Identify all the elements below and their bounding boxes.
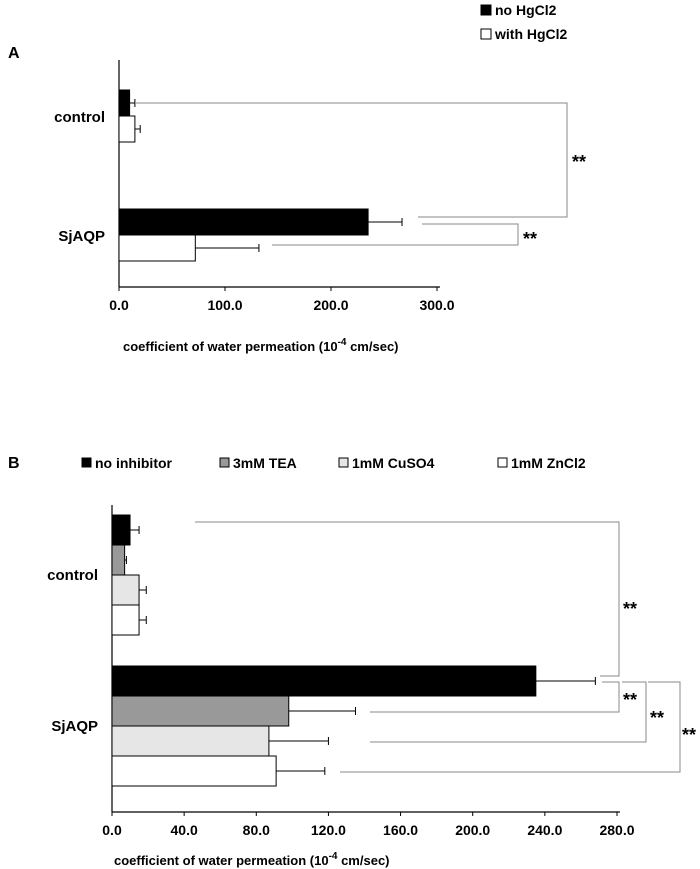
sig-bracket-a-0 — [136, 102, 568, 218]
panel-a-letter: A — [8, 45, 20, 62]
legend-b-swatch-0 — [81, 457, 92, 468]
xlabel-b-superscript: -4 — [329, 851, 338, 862]
sig-star-b-3: ** — [682, 725, 696, 745]
legend-b-swatch-2 — [338, 457, 349, 468]
xlabel-a-tail: cm/sec) — [346, 339, 398, 354]
bar-1-0-0 — [111, 514, 131, 546]
legend-a-swatch-0 — [480, 4, 492, 16]
sig-bracket-b-2 — [370, 681, 647, 743]
xtick-label-1-3: 120.0 — [311, 822, 346, 838]
bar-0-1-0 — [118, 208, 369, 236]
xtick-label-1-2: 80.0 — [243, 822, 270, 838]
legend-b-swatch-1 — [219, 457, 230, 468]
xtick-label-1-1: 40.0 — [171, 822, 198, 838]
category-b-0: control — [47, 567, 98, 584]
legend-b-swatch-3 — [497, 457, 508, 468]
sig-bracket-b-1 — [370, 681, 620, 713]
legend-a-label-1: with HgCl2 — [494, 26, 568, 42]
xtick-label-1-5: 200.0 — [455, 822, 490, 838]
xlabel-b-tail: cm/sec) — [337, 853, 389, 868]
bar-1-0-2 — [111, 574, 140, 606]
xtick-label-0-0: 0.0 — [109, 297, 129, 313]
sig-star-b-0: ** — [623, 599, 637, 619]
xlabel-a-superscript: -4 — [338, 337, 347, 348]
xtick-label-0-2: 200.0 — [313, 297, 348, 313]
xtick-label-0-3: 300.0 — [419, 297, 454, 313]
bar-0-0-0 — [118, 89, 131, 117]
xtick-label-1-6: 240.0 — [527, 822, 562, 838]
sig-star-b-1: ** — [623, 690, 637, 710]
sig-bracket-a-1 — [272, 223, 519, 246]
legend-b-label-1: 3mM TEA — [233, 455, 297, 471]
xtick-label-1-7: 280.0 — [599, 822, 634, 838]
bar-1-1-3 — [111, 755, 277, 787]
xtick-label-0-1: 100.0 — [207, 297, 242, 313]
bar-1-0-3 — [111, 604, 140, 636]
bar-1-0-1 — [111, 544, 126, 576]
sig-star-a-1: ** — [523, 229, 537, 249]
legend-b-label-0: no inhibitor — [95, 455, 173, 471]
sig-bracket-b-0 — [195, 521, 620, 677]
xlabel-a: coefficient of water permeation (10-4 cm… — [123, 337, 399, 354]
sig-star-a-0: ** — [572, 152, 586, 172]
bar-0-1-1 — [118, 234, 196, 262]
xlabel-b: coefficient of water permeation (10-4 cm… — [114, 851, 390, 868]
bar-1-1-2 — [111, 725, 270, 757]
sig-bracket-b-3 — [340, 681, 681, 773]
legend-b-label-2: 1mM CuSO4 — [352, 455, 435, 471]
xtick-label-1-0: 0.0 — [102, 822, 122, 838]
bar-1-1-1 — [111, 695, 290, 727]
legend-b-label-3: 1mM ZnCl2 — [511, 455, 586, 471]
category-a-0: control — [54, 109, 105, 126]
legend-a-swatch-1 — [480, 28, 492, 40]
category-a-1: SjAQP — [58, 228, 105, 245]
category-b-1: SjAQP — [51, 718, 98, 735]
bar-1-1-0 — [111, 665, 537, 697]
xtick-label-1-4: 160.0 — [383, 822, 418, 838]
panel-b-letter: B — [8, 455, 20, 472]
legend-a-label-0: no HgCl2 — [495, 2, 557, 18]
bar-0-0-1 — [118, 115, 136, 143]
sig-star-b-2: ** — [650, 708, 664, 728]
